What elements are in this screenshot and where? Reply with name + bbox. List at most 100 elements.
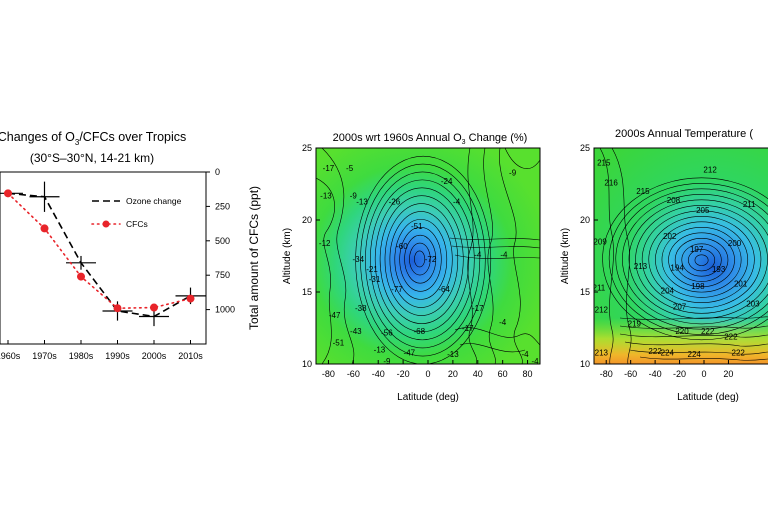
temperature-contour-labels: 215 216 215 212 208 211 205 209 202 200 197 213 194 1… — [593, 158, 760, 359]
panel2-x-axis-label: Latitude (deg) — [397, 392, 459, 403]
contour-label: 197 — [690, 245, 704, 254]
contour-label: 212 — [703, 166, 717, 175]
contour-label: 198 — [691, 282, 705, 291]
legend-ozone-label: Ozone change — [126, 196, 182, 206]
contour-line — [379, 195, 464, 324]
contour-label: -60 — [396, 242, 408, 251]
contour-label: 201 — [734, 279, 748, 288]
contour-label: -26 — [389, 197, 401, 206]
contour-label: -77 — [391, 285, 403, 294]
panel2-title-subscript: 3 — [462, 139, 466, 146]
x-tick-label: -20 — [397, 369, 410, 379]
panel-ozone-change-contour: 2000s wrt 1960s Annual O3 Change (%) -17… — [282, 132, 541, 403]
contour-line — [384, 203, 459, 316]
y-tick-label: 20 — [580, 215, 590, 225]
panel3-contour-field: 215 216 215 212 208 211 205 209 202 200 197 213 194 1… — [593, 148, 768, 364]
contour-label: -5 — [346, 164, 354, 173]
ozone-color-field — [316, 148, 540, 364]
contour-label: -13 — [447, 350, 459, 359]
ozone-contour-lines — [355, 155, 492, 364]
cfc-point — [40, 224, 49, 233]
contour-line — [404, 234, 437, 284]
cfc-point — [4, 189, 12, 198]
panel1-x-tick-label: 1990s — [105, 351, 130, 361]
contour-label: 202 — [663, 232, 677, 241]
x-tick-label: -40 — [649, 369, 662, 379]
panel1-y-tick-label: 1000 — [215, 305, 235, 315]
y-tick-label: 20 — [302, 215, 312, 225]
contour-line — [374, 187, 470, 333]
contour-line — [622, 194, 768, 325]
contour-line — [641, 210, 762, 309]
contour-label: -43 — [350, 327, 362, 336]
contour-label: -38 — [355, 304, 367, 313]
legend-cfc-marker — [102, 220, 110, 228]
x-tick-label: 80 — [523, 369, 533, 379]
contour-label: 204 — [661, 287, 675, 296]
contour-label: -31 — [369, 275, 381, 284]
contour-line — [608, 183, 768, 335]
contour-label: 211 — [743, 200, 756, 209]
contour-label: -4 — [453, 197, 461, 206]
panel3-x-tick-labels: -80 -60 -40 -20 0 20 — [600, 360, 733, 379]
contour-line — [661, 227, 742, 293]
x-tick-label: -60 — [624, 369, 637, 379]
panel3-y-axis-label: Altitude (km) — [560, 228, 571, 284]
contour-label: -47 — [404, 348, 416, 357]
contour-line — [414, 250, 426, 268]
ozone-contour-labels: -17 -5-13 -9-13 -26 -4-9-24-51-12 -60-34-21-7… — [319, 164, 539, 364]
contour-label: 211 — [593, 284, 606, 293]
contour-label: 208 — [667, 196, 681, 205]
contour-label: -24 — [441, 177, 453, 186]
y-tick-label: 15 — [580, 287, 590, 297]
x-tick-label: 40 — [473, 369, 483, 379]
contour-label: -68 — [414, 327, 426, 336]
contour-line — [365, 171, 481, 349]
panel-temperature-contour: 2000s Annual Temperature ( 2152162152122… — [560, 128, 768, 403]
contour-label: 209 — [593, 238, 607, 247]
contour-label: -9 — [509, 168, 517, 177]
cfc-point — [113, 304, 122, 313]
y-tick-label: 25 — [580, 143, 590, 153]
contour-label: -9 — [350, 192, 358, 201]
panel1-y-tick-label: 750 — [215, 270, 230, 280]
temperature-contour-lines — [602, 177, 768, 341]
contour-label: -4 — [499, 318, 507, 327]
contour-label: -17 — [323, 164, 335, 173]
contour-label: 222 — [648, 347, 662, 356]
contour-label: 212 — [595, 305, 609, 314]
ozone-change-line — [7, 192, 191, 318]
panel1-x-tick-label: 2010s — [178, 351, 203, 361]
panel1-y-tick-label: 0 — [215, 167, 220, 177]
panel1-title-part1: Changes of O — [0, 130, 75, 144]
contour-line — [369, 179, 475, 341]
panel1-x-tick-label: 1980s — [69, 351, 94, 361]
panel2-y-axis-label: Altitude (km) — [282, 228, 293, 284]
cfc-markers — [4, 189, 195, 313]
legend-cfc-label: CFCs — [126, 219, 148, 229]
panel1-x-tick-label: 1970s — [32, 351, 57, 361]
contour-label: 213 — [595, 348, 609, 357]
panel2-title-part2: Change (%) — [466, 132, 528, 144]
contour-label: -56 — [381, 328, 393, 337]
contour-line — [399, 226, 442, 292]
contour-label: 215 — [636, 187, 650, 196]
contour-label: -72 — [425, 255, 437, 264]
contour-label: -47 — [329, 311, 341, 320]
panel1-y-tick-label: 250 — [215, 201, 230, 211]
contour-label: -13 — [374, 346, 386, 355]
x-tick-label: -40 — [372, 369, 385, 379]
contour-label: -64 — [438, 285, 450, 294]
contour-label: 224 — [661, 348, 675, 357]
x-tick-label: -20 — [673, 369, 686, 379]
contour-line — [668, 232, 735, 288]
panel1-x-tick-label: 1960s — [0, 351, 21, 361]
contour-label: 207 — [673, 302, 687, 311]
y-tick-label: 15 — [302, 287, 312, 297]
contour-label: -4 — [500, 251, 508, 260]
panel1-x-tick-label: 2000s — [142, 351, 167, 361]
contour-line — [648, 216, 755, 304]
contour-label: -12 — [319, 239, 331, 248]
contour-line — [615, 188, 768, 330]
